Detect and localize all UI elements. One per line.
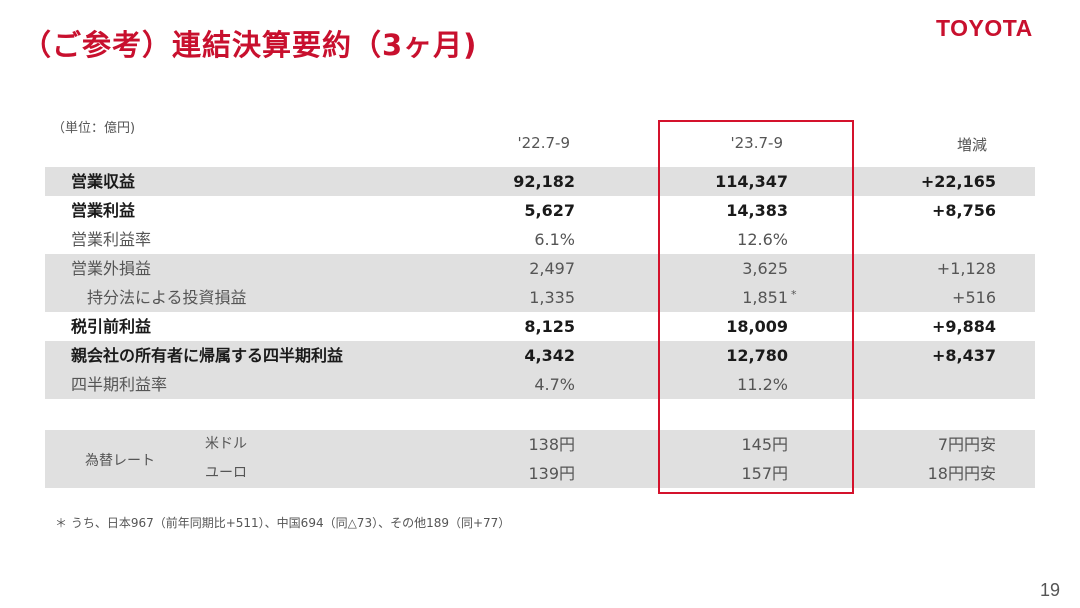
value-2022: 138円 bbox=[528, 435, 575, 454]
value-2022: 4.7% bbox=[534, 375, 575, 394]
column-header-change: 増減 bbox=[956, 136, 987, 154]
value-2022: 4,342 bbox=[524, 346, 575, 365]
fx-currency-label: 米ドル bbox=[205, 436, 247, 452]
value-2022: 5,627 bbox=[524, 201, 575, 220]
value-change bbox=[846, 225, 996, 254]
value-2022: 1,335 bbox=[529, 288, 575, 307]
value-2023: 3,625 bbox=[742, 259, 788, 278]
unit-label: （単位：億円) bbox=[52, 121, 136, 136]
toyota-logo: TOYOTA bbox=[936, 15, 1033, 41]
value-2023: 145円 bbox=[741, 435, 788, 454]
value-2023: 157円 bbox=[741, 464, 788, 483]
value-2023: 18,009 bbox=[726, 317, 788, 336]
fx-category-label: 為替レート bbox=[85, 453, 155, 469]
value-2023: 12,780 bbox=[726, 346, 788, 365]
table-row: 米ドル 138円 145円 7円円安 bbox=[45, 430, 1035, 459]
value-2023: 114,347 bbox=[715, 172, 788, 191]
value-2022: 2,497 bbox=[529, 259, 575, 278]
fx-currency-label: ユーロ bbox=[205, 465, 247, 481]
row-label: 税引前利益 bbox=[71, 317, 152, 336]
row-label: 営業外損益 bbox=[71, 259, 152, 278]
page-title: （ご参考）連結決算要約（3ヶ月) bbox=[22, 28, 478, 62]
highlight-box-2023 bbox=[658, 120, 854, 494]
table-row: 営業利益 5,627 14,383 +8,756 bbox=[45, 196, 1035, 225]
value-change: 18円円安 bbox=[927, 464, 996, 483]
value-change: +8,756 bbox=[931, 201, 996, 220]
row-label: 営業収益 bbox=[71, 172, 136, 191]
table-row: 持分法による投資損益 1,335 1,851 +516 bbox=[45, 283, 1035, 312]
value-2023: 11.2% bbox=[737, 375, 788, 394]
value-2023: 12.6% bbox=[737, 230, 788, 249]
row-label: 営業利益率 bbox=[71, 230, 152, 249]
value-change: +516 bbox=[952, 288, 996, 307]
asterisk-mark: * bbox=[791, 288, 797, 301]
column-header-2022: '22.7-9 bbox=[517, 134, 570, 152]
table-row: 親会社の所有者に帰属する四半期利益 4,342 12,780 +8,437 bbox=[45, 341, 1035, 370]
page-number: 19 bbox=[1040, 580, 1061, 600]
table-row: 税引前利益 8,125 18,009 +9,884 bbox=[45, 312, 1035, 341]
row-label: 親会社の所有者に帰属する四半期利益 bbox=[71, 346, 344, 365]
value-2023: 1,851 bbox=[742, 288, 788, 307]
table-row: 営業利益率 6.1% 12.6% bbox=[45, 225, 1035, 254]
value-2022: 6.1% bbox=[534, 230, 575, 249]
row-label: 営業利益 bbox=[71, 201, 136, 220]
value-change bbox=[846, 370, 996, 399]
value-2022: 139円 bbox=[528, 464, 575, 483]
fx-rate-block: 為替レート 米ドル 138円 145円 7円円安 ユーロ 139円 157円 1… bbox=[45, 430, 1035, 488]
value-change: +9,884 bbox=[931, 317, 996, 336]
value-change: +22,165 bbox=[920, 172, 996, 191]
footnote: ＊ うち、日本967（前年同期比+511）、中国694（同△73）、その他189… bbox=[55, 516, 511, 530]
value-2023: 14,383 bbox=[726, 201, 788, 220]
table-row: 四半期利益率 4.7% 11.2% bbox=[45, 370, 1035, 399]
value-change: 7円円安 bbox=[937, 435, 996, 454]
value-change: +1,128 bbox=[936, 259, 996, 278]
value-2022: 92,182 bbox=[513, 172, 575, 191]
table-row: 営業外損益 2,497 3,625 +1,128 bbox=[45, 254, 1035, 283]
table-row: ユーロ 139円 157円 18円円安 bbox=[45, 459, 1035, 488]
column-header-2023: '23.7-9 bbox=[730, 134, 783, 152]
row-label: 四半期利益率 bbox=[71, 375, 168, 394]
value-2022: 8,125 bbox=[524, 317, 575, 336]
table-row: 営業収益 92,182 114,347 +22,165 bbox=[45, 167, 1035, 196]
row-label: 持分法による投資損益 bbox=[87, 288, 247, 307]
value-change: +8,437 bbox=[931, 346, 996, 365]
